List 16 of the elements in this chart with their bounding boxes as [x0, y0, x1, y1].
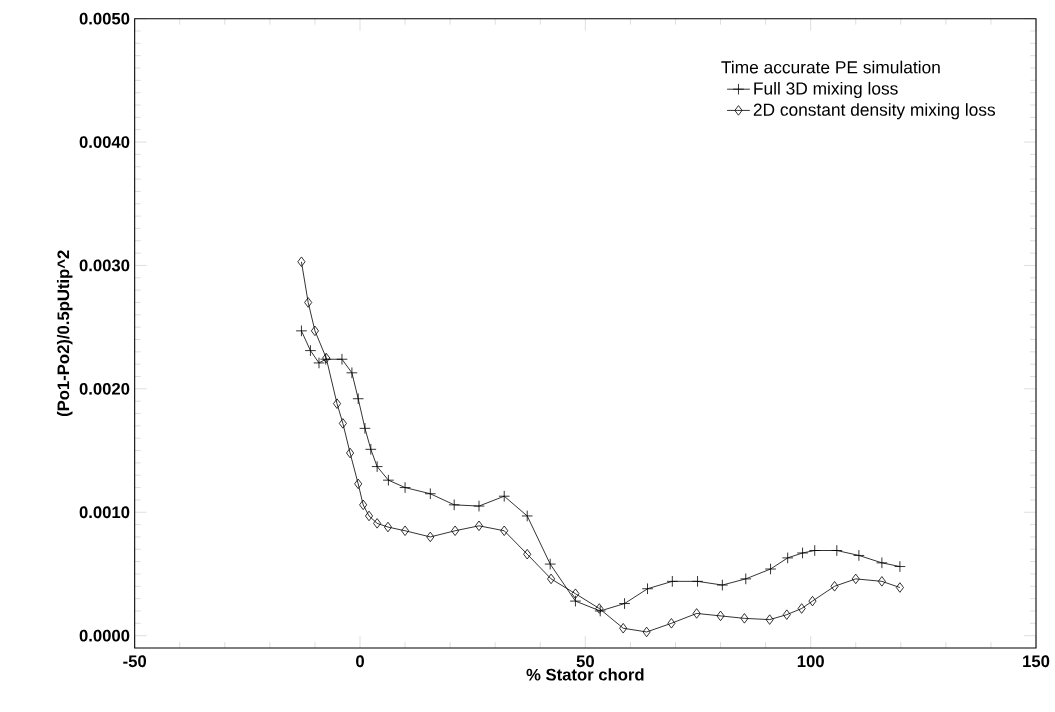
- legend-label: 2D constant density mixing loss: [753, 103, 996, 120]
- x-tick-label: 0: [356, 655, 364, 668]
- x-tick-label: 100: [797, 655, 824, 668]
- y-tick-label: 0.0030: [79, 259, 130, 272]
- y-tick-label: 0.0010: [79, 506, 130, 519]
- y-axis-title: (Po1-Po2)/0.5pUtip^2: [56, 250, 73, 417]
- legend-label: Full 3D mixing loss: [754, 81, 898, 99]
- x-tick-label: -50: [123, 655, 147, 668]
- y-tick-label: 0.0050: [79, 12, 130, 25]
- y-tick-label: 0.0000: [79, 629, 130, 642]
- x-tick-label: 150: [1023, 655, 1050, 668]
- y-tick-label: 0.0020: [79, 382, 130, 395]
- y-tick-label: 0.0040: [79, 136, 130, 148]
- x-axis-title: % Stator chord: [526, 668, 644, 681]
- legend-title: Time accurate PE simulation: [721, 60, 940, 74]
- x-tick-label: 50: [576, 655, 594, 668]
